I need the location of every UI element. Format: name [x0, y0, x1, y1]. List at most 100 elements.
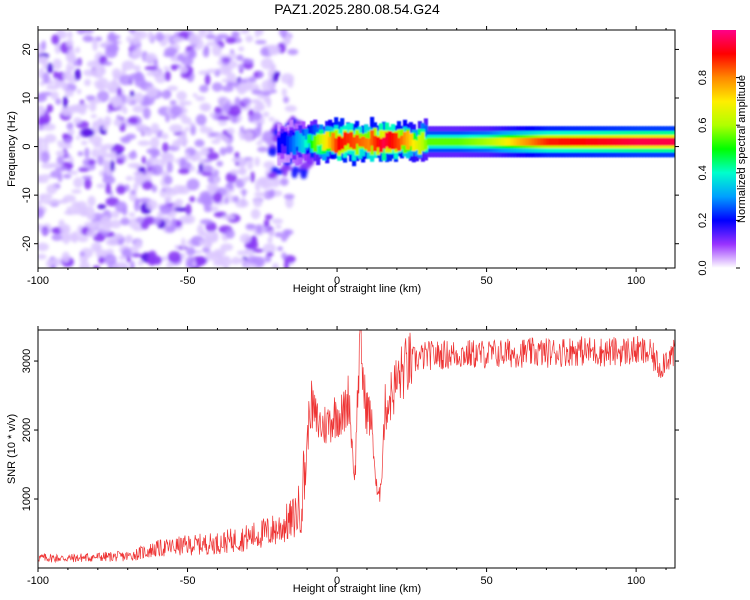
noise-blob	[61, 82, 68, 91]
noise-blob	[165, 225, 176, 233]
noise-blob	[91, 148, 100, 158]
signal-cell	[381, 137, 387, 149]
noise-blob	[179, 65, 188, 74]
signal-cell	[298, 133, 303, 152]
noise-blob	[134, 200, 140, 212]
noise-blob	[209, 112, 215, 118]
noise-blob	[172, 139, 182, 148]
noise-blob	[73, 117, 82, 125]
signal-cell	[582, 137, 587, 146]
noise-blob	[117, 87, 122, 96]
noise-blob	[257, 176, 271, 184]
noise-blob	[245, 175, 251, 182]
noise-blob	[62, 133, 69, 139]
signal-cell	[340, 137, 345, 150]
noise-blob	[133, 174, 147, 184]
signal-cell	[561, 137, 566, 146]
noise-blob	[233, 31, 238, 36]
signal-cell	[549, 137, 554, 146]
noise-blob	[242, 58, 254, 64]
signal-cell	[546, 137, 551, 146]
noise-blob	[222, 60, 229, 65]
noise-blob	[248, 76, 257, 83]
noise-blob	[146, 86, 158, 98]
noise-blob	[92, 265, 101, 268]
signal-cell	[615, 137, 620, 146]
noise-blob	[245, 35, 254, 43]
noise-blob	[262, 111, 270, 118]
noise-blob	[174, 245, 180, 250]
noise-blob	[141, 156, 146, 165]
noise-blob	[199, 240, 204, 246]
noise-blob	[135, 46, 143, 59]
noise-blob	[52, 58, 62, 70]
signal-cell	[378, 130, 384, 147]
noise-blob	[214, 106, 223, 115]
signal-cell	[390, 132, 396, 150]
noise-blob	[196, 224, 204, 236]
noise-blob	[84, 79, 91, 87]
noise-blob	[134, 240, 143, 249]
noise-blob	[69, 170, 78, 175]
noise-blob	[150, 158, 162, 164]
noise-blob	[104, 253, 117, 266]
noise-blob	[204, 73, 211, 86]
noise-blob	[65, 63, 72, 76]
noise-blob	[254, 101, 264, 106]
noise-blob	[128, 30, 136, 33]
noise-blob	[252, 248, 264, 253]
noise-blob	[51, 34, 60, 45]
signal-cell	[648, 137, 653, 146]
noise-blob	[46, 184, 58, 195]
noise-blob	[97, 117, 104, 125]
noise-blob	[96, 183, 106, 189]
noise-blob	[262, 130, 275, 143]
noise-blob	[262, 243, 277, 254]
signal-cell	[642, 137, 647, 146]
signal-cell	[474, 137, 479, 146]
noise-blob	[128, 212, 136, 218]
signal-cell	[450, 137, 455, 146]
noise-blob	[189, 196, 196, 203]
noise-blob	[160, 152, 174, 160]
signal-cell	[370, 130, 375, 146]
noise-blob	[77, 151, 84, 157]
noise-blob	[59, 226, 70, 233]
noise-blob	[79, 251, 85, 257]
noise-blob	[95, 85, 109, 90]
signal-cell	[624, 137, 629, 146]
signal-cell	[555, 137, 560, 146]
noise-blob	[247, 158, 254, 170]
snr-y-label: SNR (10 * v/v)	[6, 414, 18, 484]
signal-cell	[349, 132, 354, 148]
signal-cell	[459, 137, 464, 146]
noise-blob	[148, 156, 154, 166]
signal-cell	[636, 137, 641, 146]
noise-blob	[226, 127, 235, 135]
spectrogram-image	[38, 30, 675, 268]
noise-blob	[206, 182, 219, 192]
noise-blob	[105, 197, 120, 207]
signal-cell	[295, 130, 300, 147]
noise-blob	[131, 36, 141, 45]
noise-blob	[132, 105, 145, 113]
noise-blob	[82, 30, 95, 34]
signal-cell	[567, 137, 572, 146]
signal-cell	[453, 137, 458, 146]
noise-blob	[163, 66, 170, 71]
noise-blob	[199, 219, 213, 225]
signal-cell	[393, 132, 399, 149]
signal-cell	[588, 137, 593, 146]
noise-blob	[46, 259, 52, 268]
signal-cell	[522, 137, 527, 146]
noise-blob	[215, 133, 227, 141]
signal-cell	[627, 137, 632, 146]
noise-blob	[39, 194, 44, 203]
noise-blob	[212, 231, 219, 242]
signal-cell	[606, 137, 611, 146]
signal-cell	[343, 132, 348, 146]
noise-blob	[38, 254, 47, 260]
noise-blob	[66, 122, 74, 131]
noise-blob	[234, 151, 240, 160]
